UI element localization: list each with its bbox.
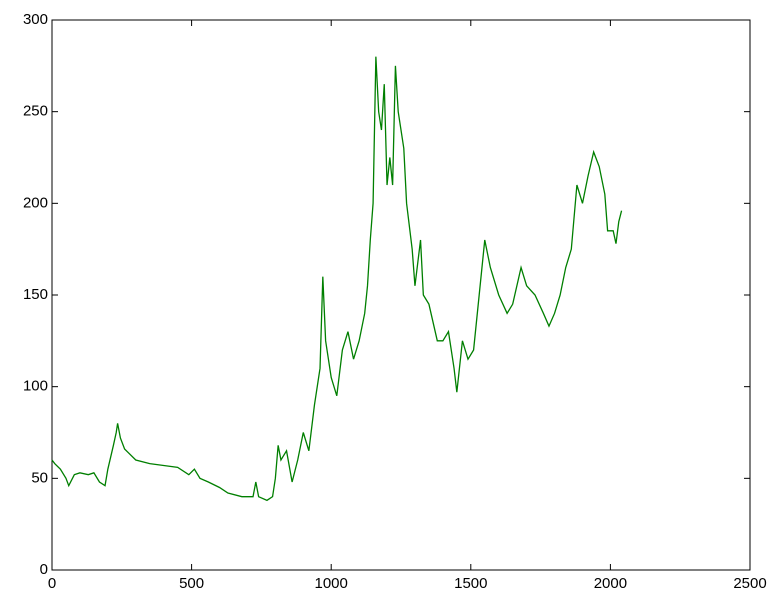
plot-frame (51, 19, 751, 571)
y-tick-label: 150 (23, 286, 48, 303)
y-tick-label: 250 (23, 103, 48, 120)
x-tick-label: 0 (48, 575, 56, 592)
x-tick-label: 2500 (733, 575, 766, 592)
y-tick-label: 100 (23, 378, 48, 395)
data-line (51, 56, 623, 502)
x-tick-label: 1500 (454, 575, 487, 592)
x-tick-label: 2000 (594, 575, 627, 592)
y-tick-label: 50 (31, 469, 48, 486)
y-tick-label: 0 (40, 561, 48, 578)
y-tick-label: 300 (23, 11, 48, 28)
x-tick-label: 1000 (315, 575, 348, 592)
y-tick-label: 200 (23, 194, 48, 211)
x-tick-label: 500 (179, 575, 204, 592)
